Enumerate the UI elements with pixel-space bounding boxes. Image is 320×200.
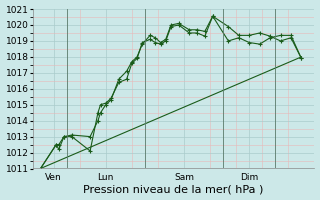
X-axis label: Pression niveau de la mer( hPa ): Pression niveau de la mer( hPa ) (84, 184, 264, 194)
